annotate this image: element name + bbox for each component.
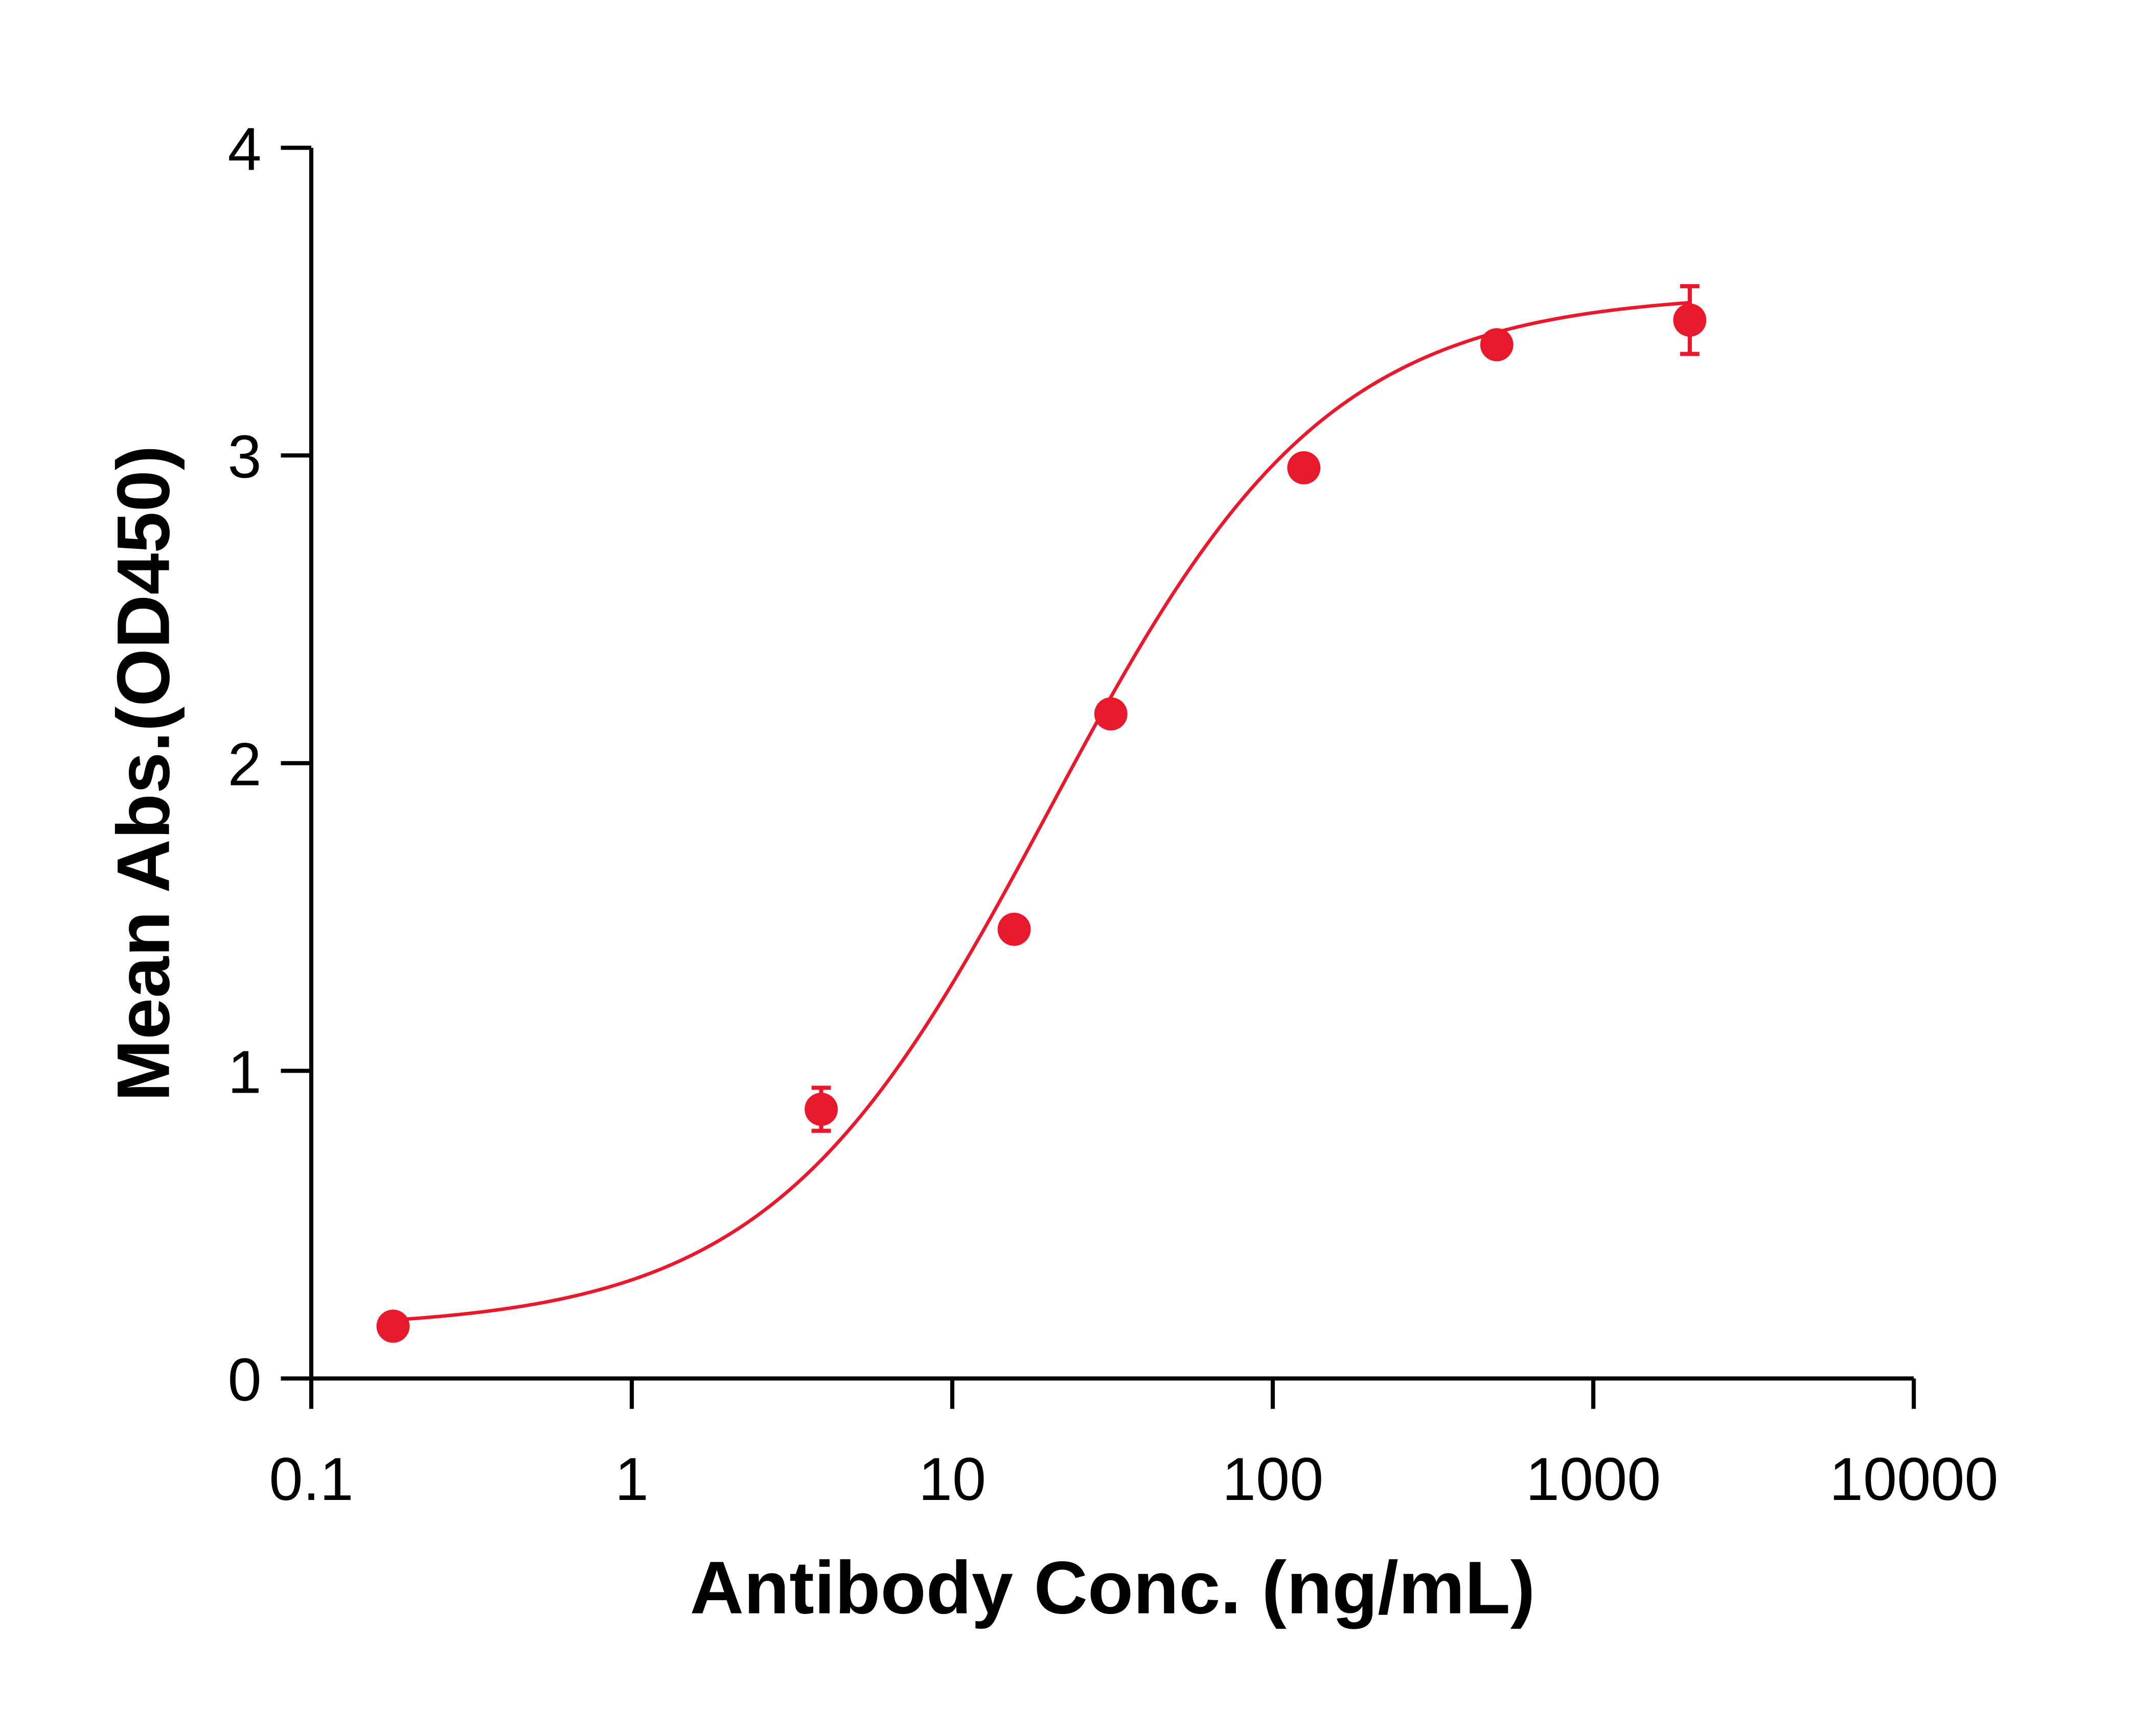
x-tick-label: 100 (1222, 1445, 1323, 1513)
data-point (1673, 303, 1707, 337)
y-tick-label: 4 (228, 115, 262, 183)
x-axis-label: Antibody Conc. (ng/mL) (690, 1546, 1535, 1629)
data-points (376, 284, 1707, 1343)
data-point (1480, 328, 1513, 361)
x-tick-label: 1000 (1526, 1445, 1661, 1513)
fit-curve (393, 301, 1690, 1322)
data-point (997, 912, 1031, 946)
y-tick-label: 0 (228, 1346, 262, 1414)
y-tick-label: 2 (228, 731, 262, 799)
x-tick-label: 10 (919, 1445, 986, 1513)
data-point (1094, 697, 1128, 731)
data-point (805, 1093, 838, 1126)
data-point (376, 1309, 410, 1343)
y-tick-label: 1 (228, 1038, 262, 1106)
x-tick-label: 0.1 (269, 1445, 353, 1513)
y-tick-label: 3 (228, 423, 262, 491)
x-tick-label: 10000 (1829, 1445, 1999, 1513)
axes: 0.1 1 10 100 1000 10000 0 1 2 3 4 (228, 115, 1999, 1513)
x-tick-label: 1 (615, 1445, 649, 1513)
y-axis-label: Mean Abs.(OD450) (102, 446, 185, 1102)
data-point (1287, 451, 1321, 484)
